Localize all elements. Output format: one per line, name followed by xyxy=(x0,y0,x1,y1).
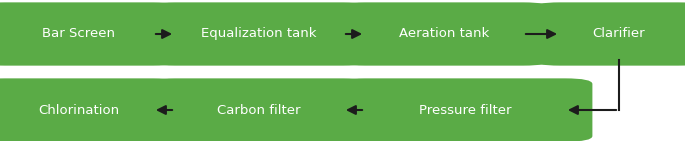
FancyBboxPatch shape xyxy=(533,2,685,66)
FancyBboxPatch shape xyxy=(338,78,593,141)
Text: Aeration tank: Aeration tank xyxy=(399,27,489,40)
FancyBboxPatch shape xyxy=(147,2,371,66)
Text: Equalization tank: Equalization tank xyxy=(201,27,316,40)
Text: Pressure filter: Pressure filter xyxy=(419,103,511,116)
FancyBboxPatch shape xyxy=(0,2,180,66)
Text: Clarifier: Clarifier xyxy=(593,27,645,40)
FancyBboxPatch shape xyxy=(338,2,551,66)
FancyBboxPatch shape xyxy=(0,78,180,141)
Text: Carbon filter: Carbon filter xyxy=(217,103,301,116)
FancyBboxPatch shape xyxy=(147,78,371,141)
Text: Bar Screen: Bar Screen xyxy=(42,27,116,40)
Text: Chlorination: Chlorination xyxy=(38,103,120,116)
